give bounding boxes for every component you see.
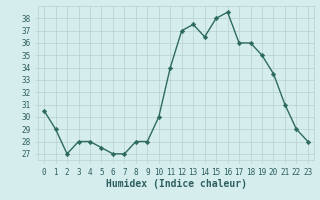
X-axis label: Humidex (Indice chaleur): Humidex (Indice chaleur) <box>106 179 246 189</box>
